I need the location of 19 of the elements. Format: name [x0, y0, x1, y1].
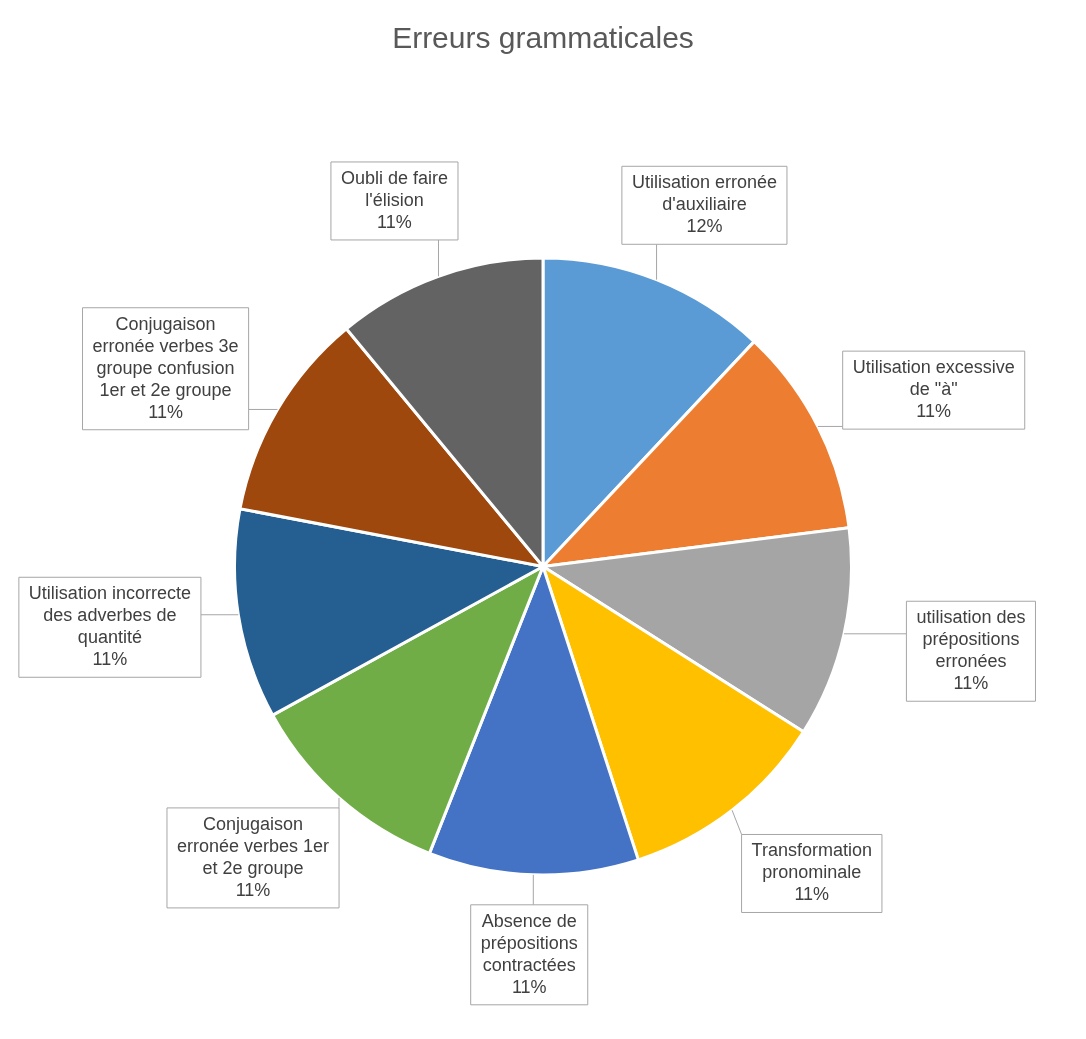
data-label: 11% [92, 649, 128, 670]
data-label: 11% [235, 879, 271, 900]
slice-label: utilisation des prépositions erronées [916, 607, 1026, 672]
slice-label: Absence de prépositions contractées [480, 910, 578, 975]
slice-label: Conjugaison erronée verbes 1er et 2e groupe [176, 813, 330, 878]
data-label: 11% [148, 401, 183, 422]
data-label: 11% [953, 673, 989, 694]
data-label: 11% [377, 211, 412, 232]
chart-title: Erreurs grammaticales [392, 21, 694, 55]
slice-label: Oubli de faire l'élision [340, 167, 448, 210]
slice-label: Conjugaison erronée verbes 3e groupe confusion 1er et 2e groupe [92, 313, 239, 400]
data-label: 11% [794, 884, 830, 905]
slice-label: Utilisation incorrecte des adverbes de quantité [28, 583, 191, 648]
slice-label: Utilisation erronée d'auxiliaire [631, 172, 777, 215]
data-label: 11% [511, 976, 547, 997]
data-label: 12% [686, 216, 723, 237]
slice-label: Utilisation excessive de "à" [852, 357, 1015, 400]
data-label: 11% [916, 401, 952, 422]
slice-label: Transformation pronominale [751, 840, 872, 883]
